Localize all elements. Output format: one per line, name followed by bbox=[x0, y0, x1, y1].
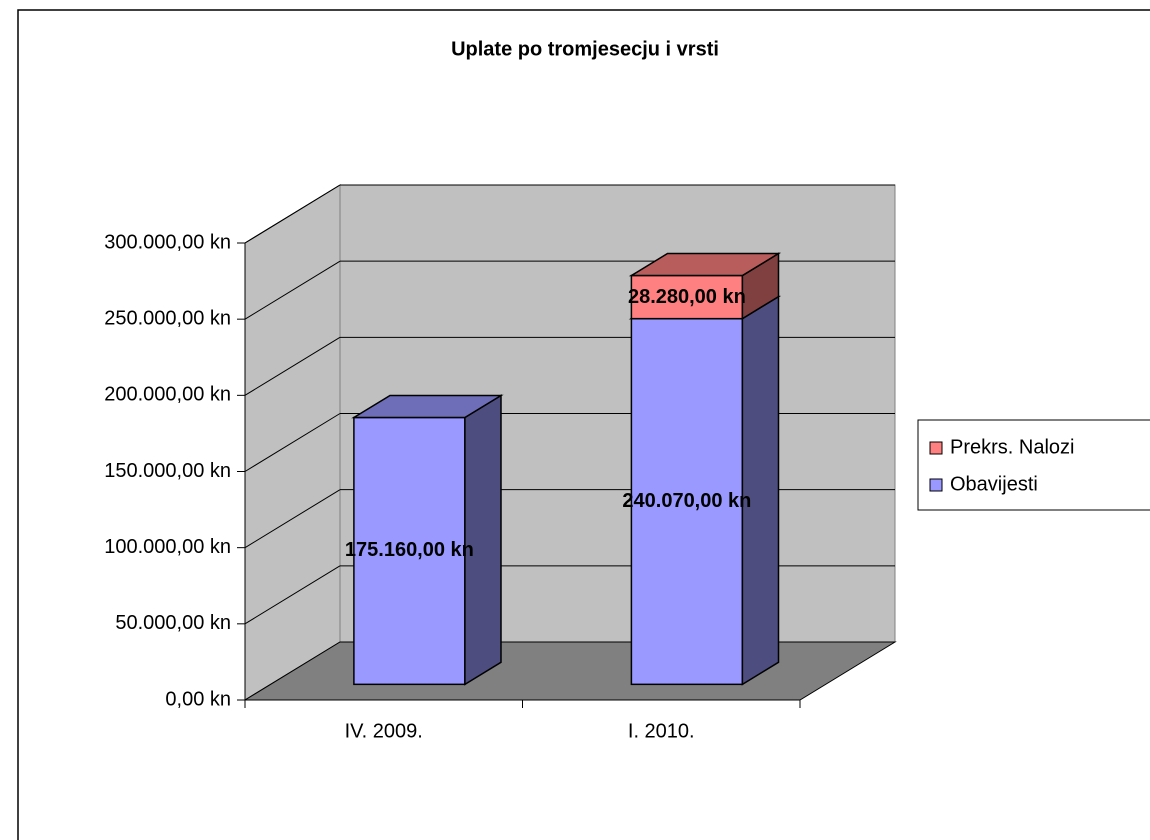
y-tick-label: 250.000,00 kn bbox=[104, 307, 231, 329]
legend-label: Prekrs. Nalozi bbox=[950, 436, 1074, 458]
x-tick-label: IV. 2009. bbox=[345, 720, 423, 742]
y-tick-label: 150.000,00 kn bbox=[104, 460, 231, 482]
grid-line bbox=[244, 336, 341, 396]
x-tick-label: I. 2010. bbox=[628, 720, 695, 742]
grid-line bbox=[244, 413, 341, 472]
grid-line bbox=[244, 184, 341, 244]
y-tick-label: 50.000,00 kn bbox=[115, 612, 231, 634]
legend-swatch bbox=[929, 478, 943, 492]
floor bbox=[243, 641, 897, 701]
legend-swatch bbox=[929, 441, 943, 455]
y-tick-label: 200.000,00 kn bbox=[104, 384, 231, 406]
value-label: 175.160,00 kn bbox=[345, 539, 474, 561]
grid-line bbox=[244, 489, 341, 549]
bar-front bbox=[353, 416, 466, 686]
value-label: 28.280,00 kn bbox=[628, 286, 746, 308]
legend-box bbox=[917, 419, 1150, 511]
bar-front bbox=[630, 317, 744, 686]
bar-top bbox=[351, 394, 504, 419]
value-label: 240.070,00 kn bbox=[622, 490, 751, 512]
grid-line bbox=[244, 565, 341, 625]
y-tick-label: 300.000,00 kn bbox=[104, 231, 231, 253]
legend-label: Obavijesti bbox=[950, 473, 1038, 495]
y-tick-label: 0,00 kn bbox=[165, 688, 231, 710]
bar-top bbox=[628, 252, 782, 277]
chart-title: Uplate po tromjesecju i vrsti bbox=[451, 38, 719, 60]
grid-line bbox=[244, 260, 341, 320]
y-tick-label: 100.000,00 kn bbox=[104, 536, 231, 558]
